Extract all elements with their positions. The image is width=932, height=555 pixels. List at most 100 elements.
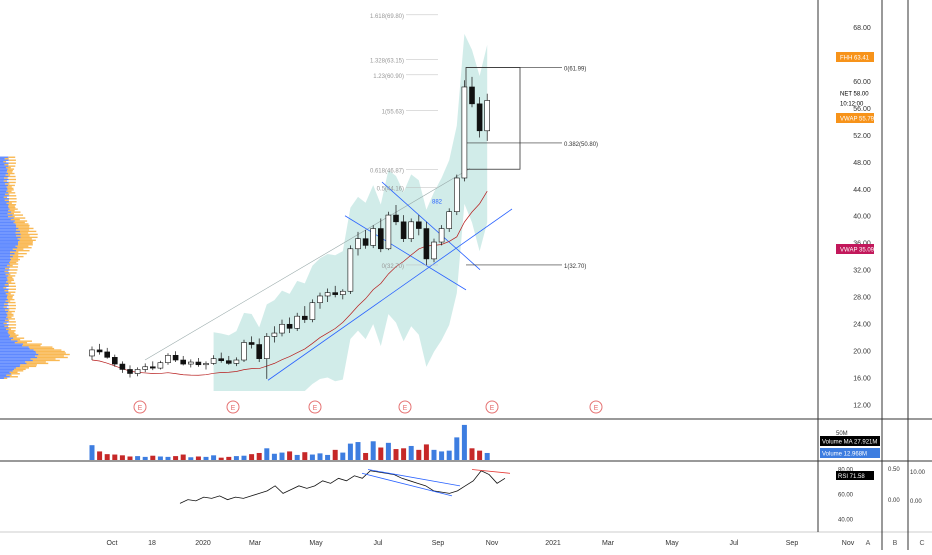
candle-body	[150, 366, 156, 369]
volume-bar	[317, 453, 323, 460]
candle-body	[263, 336, 270, 359]
volume-bar	[401, 448, 407, 460]
time-tick-label: May	[665, 540, 679, 547]
price-tick-label: 52.00	[853, 133, 871, 140]
profile-bar	[9, 198, 17, 200]
profile-bar	[0, 186, 7, 188]
profile-bar	[4, 158, 9, 160]
profile-bar	[0, 312, 7, 314]
profile-bar	[16, 224, 30, 227]
profile-bar	[35, 355, 64, 357]
profile-bar	[0, 338, 12, 341]
profile-bar	[0, 281, 7, 283]
candle-body	[317, 295, 323, 304]
profile-bar	[0, 321, 9, 323]
profile-bar	[0, 291, 9, 293]
time-tick-label: Mar	[602, 540, 615, 547]
profile-bar	[15, 232, 29, 234]
earnings-label: E	[231, 405, 236, 412]
candle-body	[256, 344, 263, 359]
candle-body	[408, 221, 415, 239]
rsi-pane: 80.00 60.00 40.00 0.50 0.00 10.00 0.00 RSI 71.5…	[179, 467, 926, 523]
profile-bar	[0, 318, 9, 320]
profile-bar	[6, 190, 12, 193]
profile-bar	[0, 359, 33, 362]
profile-bar	[33, 349, 62, 351]
price-tick-label: 40.00	[853, 214, 871, 221]
profile-bar	[0, 187, 8, 190]
level-label: 0.382(50.80)	[564, 142, 598, 148]
profile-bar	[0, 257, 11, 259]
profile-bar	[0, 175, 9, 178]
volume-bar	[461, 424, 467, 460]
profile-bar	[8, 175, 16, 178]
candle-body	[165, 354, 171, 364]
profile-bar	[0, 275, 9, 277]
profile-bar	[0, 324, 9, 326]
profile-bar	[0, 181, 9, 184]
volume-bar	[287, 451, 293, 460]
volume-bar	[423, 444, 429, 460]
candle-body	[377, 228, 384, 250]
profile-bar	[0, 156, 9, 158]
volume-bar	[256, 452, 262, 460]
profile-bar	[13, 337, 25, 339]
profile-bar	[5, 293, 11, 295]
candle-body	[172, 354, 179, 361]
profile-bar	[0, 217, 14, 219]
profile-bar	[0, 300, 6, 302]
profile-bar	[7, 295, 13, 298]
profile-bar	[0, 223, 16, 225]
time-tick-label: Nov	[842, 540, 855, 547]
profile-bar	[13, 221, 25, 224]
profile-bar	[0, 337, 14, 339]
candle-body	[248, 342, 255, 345]
profile-bar	[8, 288, 16, 290]
time-tick-label: Oct	[107, 540, 118, 547]
profile-bar	[0, 309, 6, 311]
profile-bar	[0, 327, 9, 329]
profile-bar	[8, 162, 16, 164]
earnings-label: E	[594, 405, 599, 412]
candle-body	[347, 248, 354, 292]
corner-button: C	[919, 540, 924, 547]
profile-bar	[5, 267, 10, 270]
profile-bar	[10, 218, 20, 221]
volume-bar	[97, 451, 103, 460]
time-tick-label: Sep	[786, 540, 799, 547]
volume-bar	[446, 450, 452, 460]
profile-bar	[0, 367, 16, 369]
profile-bar	[20, 364, 37, 366]
aux2-tick: 10.00	[910, 470, 926, 476]
level-label: 0(61.99)	[564, 66, 586, 72]
profile-bar	[5, 319, 10, 322]
profile-bar	[0, 252, 15, 255]
profile-bar	[0, 212, 8, 215]
rsi-trend-line	[367, 469, 461, 487]
profile-bar	[10, 254, 19, 256]
profile-bar	[7, 278, 14, 280]
profile-bar	[0, 218, 11, 221]
candle-body	[446, 211, 453, 229]
profile-bar	[6, 264, 13, 267]
profile-bar	[3, 377, 8, 379]
price-tick-label: 48.00	[853, 160, 871, 167]
candle-body	[233, 359, 240, 364]
volume-bar	[203, 456, 209, 460]
volume-bar	[150, 455, 156, 460]
profile-bar	[0, 183, 6, 185]
profile-bar	[0, 208, 10, 210]
time-tick-label: Mar	[249, 540, 262, 547]
profile-bar	[0, 294, 8, 296]
profile-bar	[0, 168, 8, 170]
rsi-tag-bg	[836, 471, 874, 480]
profile-bar	[0, 313, 8, 316]
profile-bar	[8, 330, 16, 332]
profile-bar	[7, 279, 15, 282]
profile-bar	[8, 159, 16, 161]
aux-tick: 0.00	[888, 498, 900, 504]
volume-bar	[241, 455, 247, 460]
